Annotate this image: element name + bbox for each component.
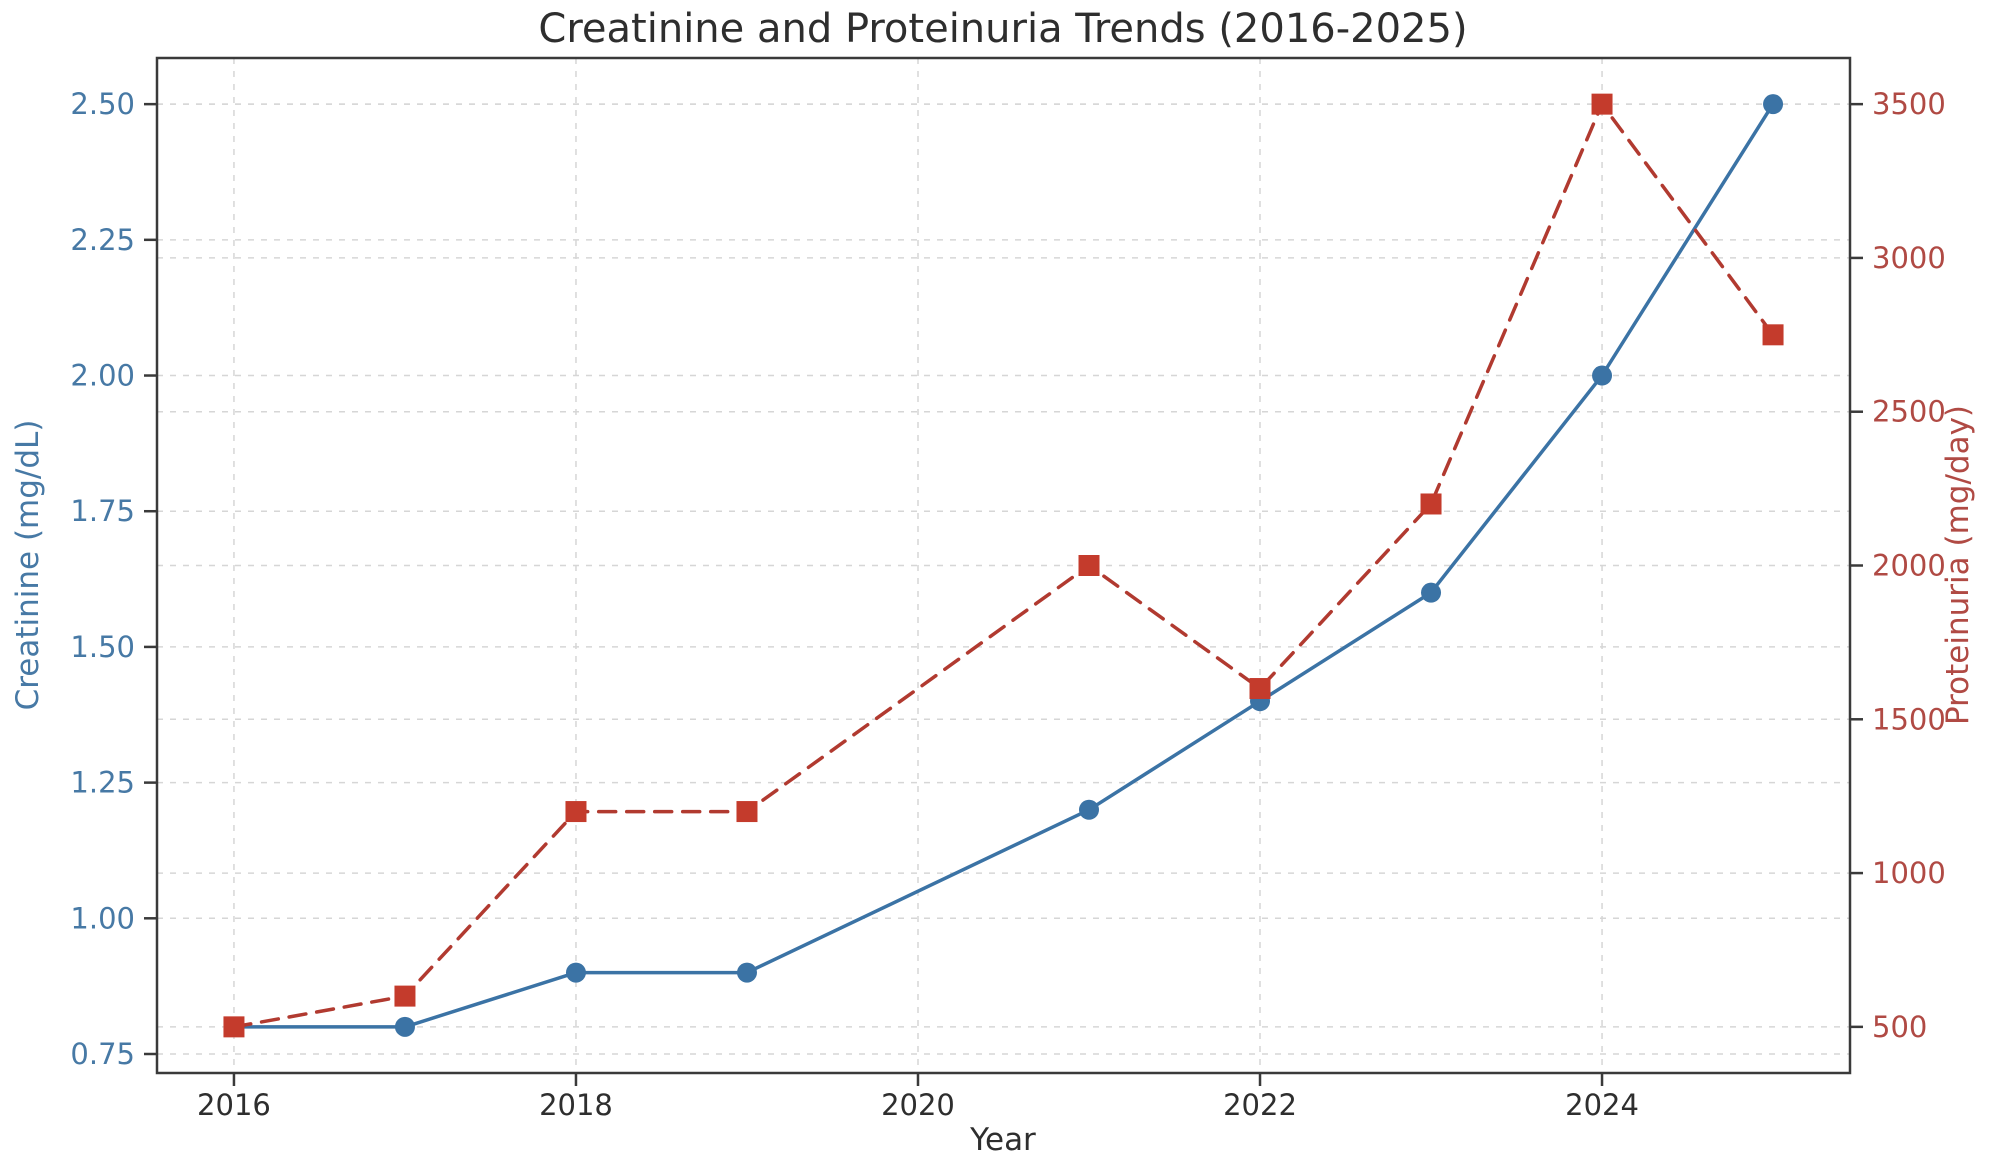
- creatinine-data-point: [1592, 365, 1613, 386]
- left-y-tick-label: 2.25: [70, 223, 135, 257]
- creatinine-data-point: [565, 962, 586, 983]
- right-y-tick-label: 1500: [1872, 702, 1946, 736]
- gridlines: [157, 58, 1850, 1073]
- proteinuria-data-point: [1420, 493, 1442, 515]
- x-tick-label: 2022: [1223, 1088, 1297, 1122]
- creatinine-data-point: [1079, 799, 1100, 820]
- creatinine-data-point: [1763, 94, 1784, 115]
- right-y-tick-label: 3500: [1872, 87, 1946, 121]
- left-y-tick-label: 1.25: [70, 766, 135, 800]
- right-y-axis-label: Proteinuria (mg/day): [1940, 405, 1976, 725]
- left-y-tick-label: 0.75: [70, 1037, 135, 1071]
- left-y-axis-label: Creatinine (mg/dL): [10, 420, 46, 711]
- left-y-tick-label: 2.50: [70, 87, 135, 121]
- x-tick-label: 2024: [1565, 1088, 1639, 1122]
- creatinine-data-point: [394, 1016, 415, 1037]
- creatinine-data-point: [1421, 582, 1442, 603]
- left-y-tick-label: 2.00: [70, 359, 135, 393]
- right-y-tick-label: 500: [1872, 1010, 1927, 1044]
- data-series-layer: [223, 93, 1784, 1038]
- proteinuria-data-point: [1078, 555, 1100, 576]
- proteinuria-data-point: [394, 985, 416, 1007]
- x-tick-label: 2016: [197, 1088, 271, 1122]
- x-axis-label: Year: [969, 1122, 1036, 1158]
- proteinuria-data-point: [1762, 324, 1784, 346]
- x-tick-label: 2018: [539, 1088, 613, 1122]
- right-y-tick-label: 2500: [1872, 395, 1946, 429]
- creatinine-data-point: [736, 962, 757, 983]
- proteinuria-data-point: [1591, 93, 1613, 115]
- proteinuria-data-point: [565, 801, 587, 823]
- x-tick-label: 2020: [881, 1088, 955, 1122]
- right-y-tick-label: 3000: [1872, 241, 1946, 275]
- proteinuria-data-point: [736, 801, 758, 823]
- left-y-tick-label: 1.00: [70, 901, 135, 935]
- left-y-tick-label: 1.75: [70, 494, 135, 528]
- right-y-tick-label: 2000: [1872, 549, 1946, 583]
- left-y-tick-label: 1.50: [70, 630, 135, 664]
- proteinuria-data-point: [223, 1016, 245, 1038]
- axes-layer: 2016 2018 2020 2022 2024 0.75 1.00 1.25 1.50 1.75…: [70, 56, 1946, 1122]
- right-y-tick-label: 1000: [1872, 856, 1946, 890]
- proteinuria-data-point: [1249, 678, 1271, 700]
- chart-title: Creatinine and Proteinuria Trends (2016-…: [538, 6, 1467, 52]
